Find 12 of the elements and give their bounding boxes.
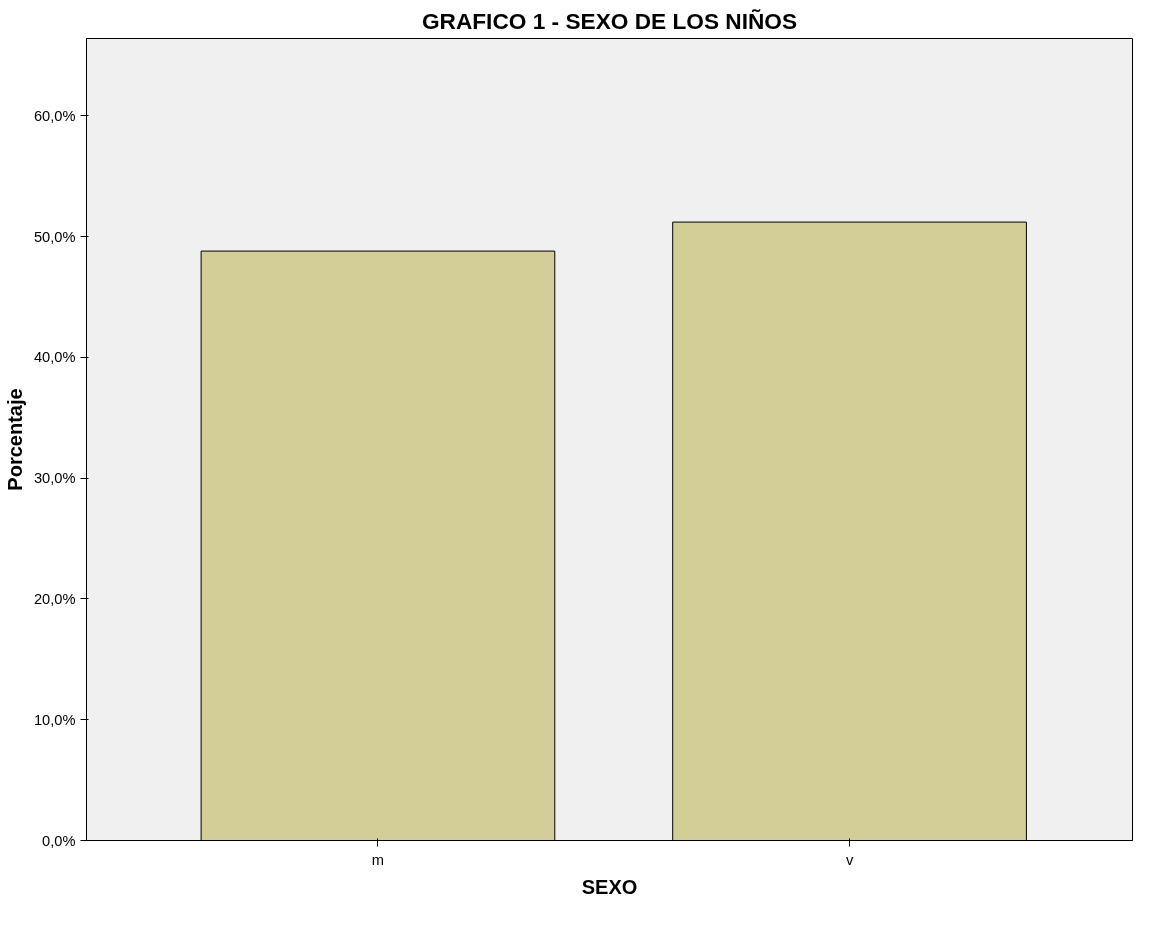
y-tick-label: 50,0% (33, 228, 76, 245)
y-tick-label: 10,0% (33, 711, 76, 728)
y-tick-label: 20,0% (33, 590, 76, 607)
x-tick-label: m (371, 851, 385, 868)
y-tick-label: 0,0% (42, 832, 76, 849)
y-axis-title: Porcentaje (3, 388, 26, 491)
y-tick-label: 30,0% (33, 470, 76, 487)
y-tick-label: 40,0% (33, 349, 76, 366)
chart-title: GRAFICO 1 - SEXO DE LOS NIÑOS (421, 7, 798, 34)
x-axis-title: SEXO (581, 875, 638, 898)
x-tick-label: v (845, 851, 854, 868)
y-tick-label: 60,0% (33, 107, 76, 124)
